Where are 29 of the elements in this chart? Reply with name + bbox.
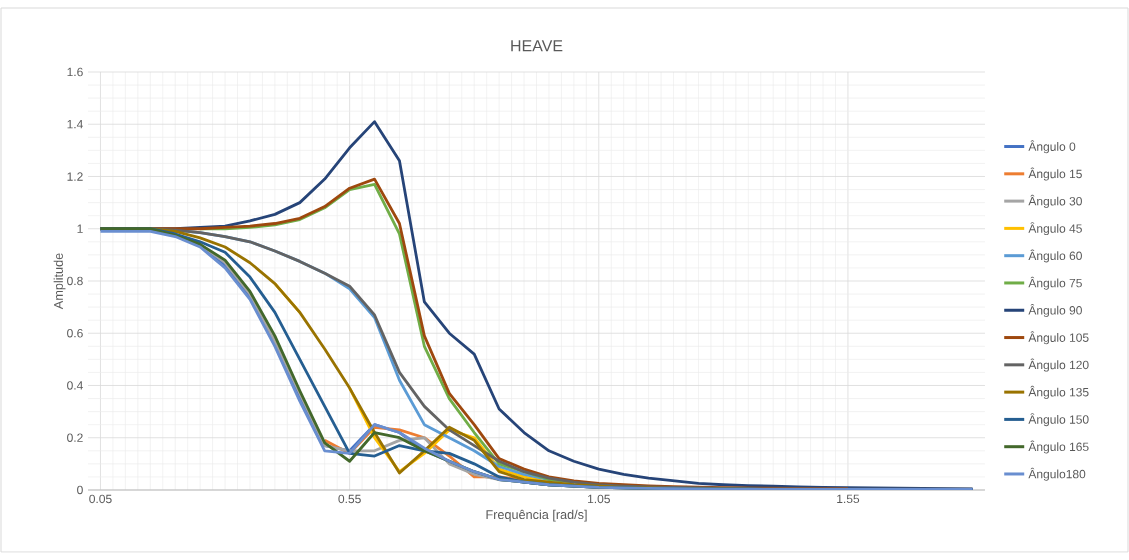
y-tick-label: 0 — [77, 485, 83, 495]
x-tick-label: 1.05 — [588, 494, 610, 504]
legend-label: Ângulo180 — [1028, 467, 1086, 481]
legend-label: Ângulo 0 — [1028, 140, 1076, 154]
y-tick-label: 0.6 — [67, 328, 83, 338]
x-tick-label: 0.55 — [338, 494, 361, 504]
y-tick-label: 0.2 — [67, 433, 83, 442]
legend-label: Ângulo 75 — [1028, 276, 1082, 290]
y-tick-label: 0.8 — [67, 276, 83, 286]
legend-label: Ângulo 135 — [1028, 385, 1089, 399]
legend-label: Ângulo 165 — [1028, 440, 1089, 454]
legend-label: Ângulo 60 — [1028, 249, 1082, 263]
y-axis-title: Amplitude — [53, 253, 66, 310]
x-tick-label: 0.05 — [89, 494, 112, 504]
y-tick-label: 1.2 — [67, 172, 83, 181]
x-tick-label: 1.55 — [837, 494, 860, 504]
y-tick-label: 1.4 — [67, 120, 83, 129]
chart-title: HEAVE — [511, 40, 563, 52]
x-axis-title: Frequência [rad/s] — [486, 509, 587, 522]
legend-label: Ângulo 15 — [1028, 167, 1082, 181]
legend-label: Ângulo 120 — [1028, 358, 1089, 372]
legend-label: Ângulo 30 — [1028, 194, 1082, 208]
y-tick-label: 0.4 — [67, 381, 83, 390]
legend-label: Ângulo 150 — [1028, 413, 1089, 427]
y-tick-label: 1 — [77, 224, 83, 233]
legend-label: Ângulo 45 — [1028, 222, 1082, 236]
y-tick-label: 1.6 — [67, 67, 83, 77]
legend-label: Ângulo 105 — [1028, 331, 1089, 345]
legend-label: Ângulo 90 — [1028, 304, 1082, 317]
